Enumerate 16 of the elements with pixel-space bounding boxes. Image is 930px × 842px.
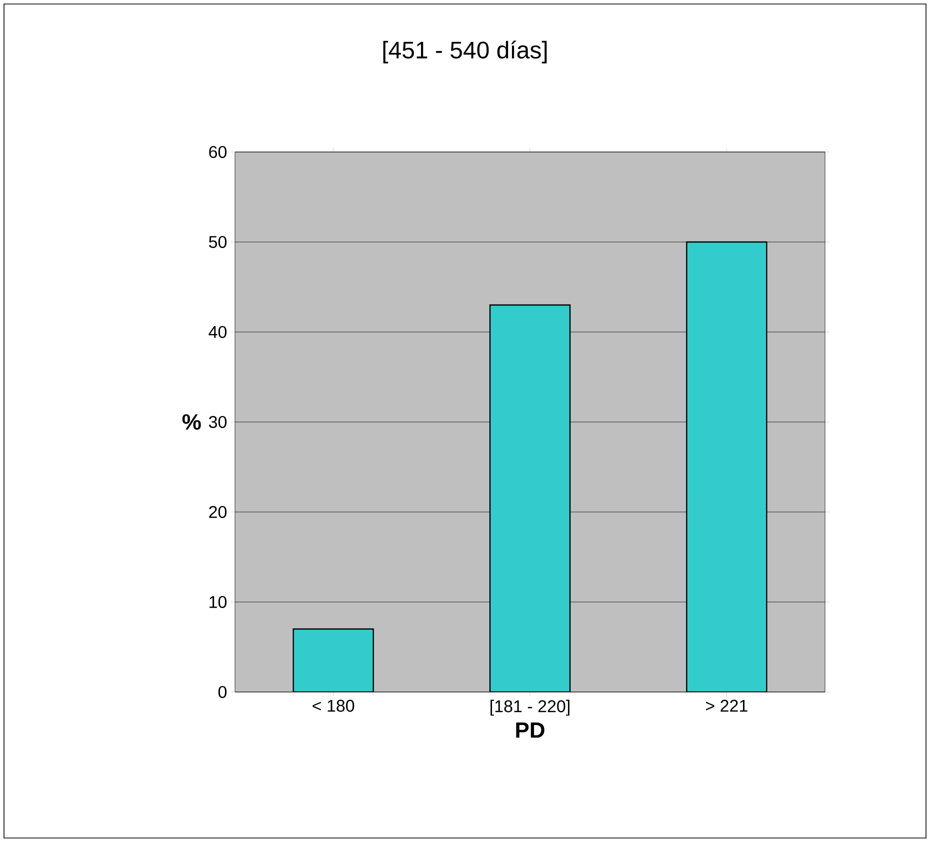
y-axis-title: % <box>182 414 201 430</box>
y-tick-label: 20 <box>209 506 227 518</box>
y-tick-label: 10 <box>210 596 227 608</box>
x-tick-label: < 180 <box>312 700 354 712</box>
y-tick-label: 40 <box>208 326 227 338</box>
y-tick-label: 30 <box>208 416 227 428</box>
y-tick-label: 0 <box>218 686 227 698</box>
chart-title: [451 - 540 días] <box>383 40 547 64</box>
bar <box>292 628 374 692</box>
x-tick-label: [181 - 220] <box>490 700 570 716</box>
bar <box>489 304 571 692</box>
x-axis-title: PD <box>516 722 544 738</box>
bar <box>686 241 768 692</box>
y-tick-label: 50 <box>208 236 227 248</box>
y-tick-label: 60 <box>209 146 227 158</box>
x-tick-label: > 221 <box>706 700 748 712</box>
